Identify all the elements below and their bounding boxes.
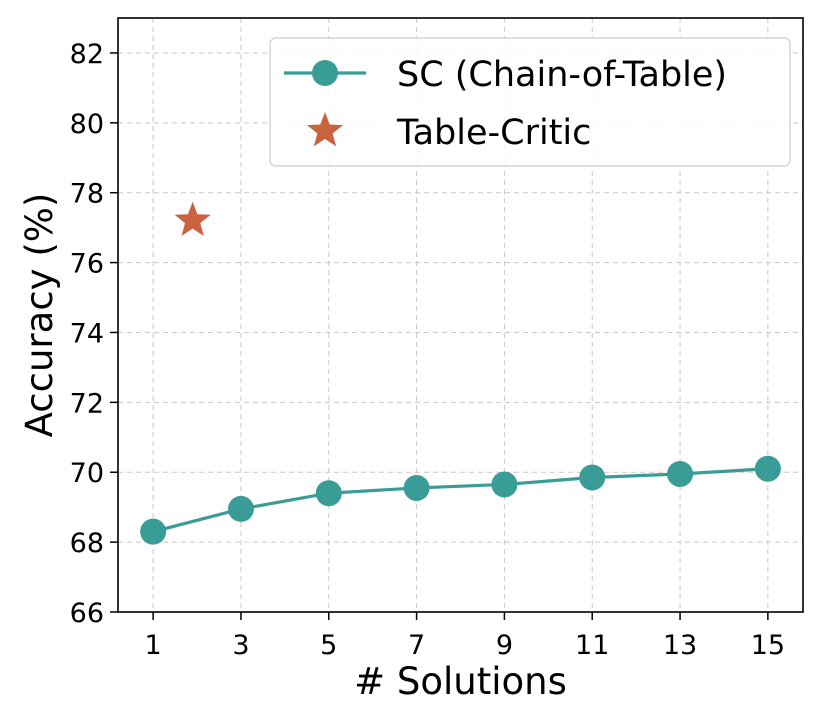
x-tick-label: 7 xyxy=(408,630,425,661)
x-axis-title: # Solutions xyxy=(354,660,567,703)
x-tick-label: 15 xyxy=(751,630,785,661)
y-tick-label: 72 xyxy=(70,388,104,419)
y-tick-label: 68 xyxy=(70,528,104,559)
y-tick-label: 66 xyxy=(70,598,104,629)
x-tick-label: 5 xyxy=(320,630,337,661)
data-point-sc-chain-of-table xyxy=(315,480,342,507)
data-point-sc-chain-of-table xyxy=(227,495,254,522)
y-axis-title: Accuracy (%) xyxy=(18,193,61,438)
y-tick-label: 78 xyxy=(70,179,104,210)
legend-label-sc: SC (Chain-of-Table) xyxy=(397,55,727,95)
y-tick-label: 76 xyxy=(70,249,104,280)
data-point-sc-chain-of-table xyxy=(667,460,694,487)
data-point-sc-chain-of-table xyxy=(754,455,781,482)
data-point-sc-chain-of-table xyxy=(491,471,518,498)
legend-box xyxy=(269,37,791,167)
x-tick-label: 11 xyxy=(575,630,609,661)
y-tick-label: 74 xyxy=(70,318,104,349)
y-tick-label: 82 xyxy=(70,39,104,70)
data-point-table-critic xyxy=(174,201,211,237)
legend-marker-sc xyxy=(312,60,338,86)
data-point-sc-chain-of-table xyxy=(579,464,606,491)
legend-marker-table-critic xyxy=(306,112,344,147)
x-tick-label: 9 xyxy=(496,630,513,661)
x-tick-label: 1 xyxy=(145,630,162,661)
series-line-sc-chain-of-table xyxy=(152,467,768,534)
x-tick-label: 3 xyxy=(232,630,249,661)
y-tick-label: 70 xyxy=(70,458,104,489)
series-layer xyxy=(140,201,781,545)
legend-label-table-critic: Table-Critic xyxy=(396,113,591,153)
x-tick-label: 13 xyxy=(663,630,697,661)
plot-frame xyxy=(117,17,804,613)
legend: SC (Chain-of-Table) Table-Critic xyxy=(269,37,791,167)
data-point-sc-chain-of-table xyxy=(140,518,167,545)
data-point-sc-chain-of-table xyxy=(403,474,430,501)
y-tick-label: 80 xyxy=(70,109,104,140)
